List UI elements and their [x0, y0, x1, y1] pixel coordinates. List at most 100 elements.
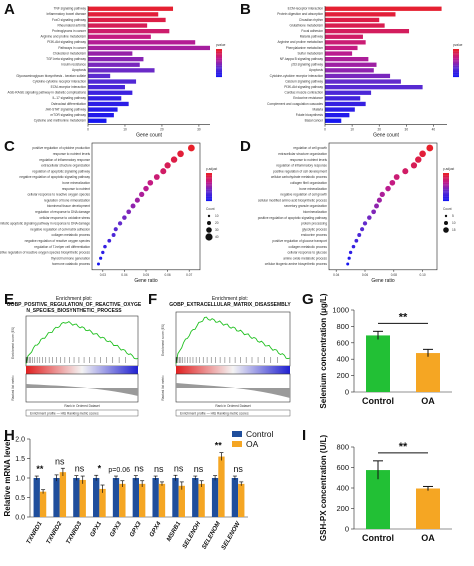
- go-c-legend-swatch: [206, 175, 212, 178]
- go-d-legend-swatch: [443, 175, 449, 178]
- kegg-a-bar: [88, 107, 118, 112]
- h-bar-control: [93, 478, 100, 517]
- h-legend-label-control: Control: [246, 429, 274, 439]
- kegg-a-bar: [88, 45, 210, 51]
- go-c-term-label: bone mineralization: [62, 181, 90, 185]
- go-c-x-tick-label: 0.07: [186, 273, 192, 277]
- go-c-term-label: negative regulation of apoptotic signali…: [19, 175, 90, 179]
- panel-letter-b: B: [240, 1, 251, 18]
- go-d-dot: [351, 244, 356, 249]
- kegg-b-legend-swatch: [453, 57, 459, 59]
- go-d-x-tick-label: 0.10: [419, 273, 425, 277]
- go-c-dot: [96, 262, 100, 266]
- go-d-legend-swatch: [443, 194, 449, 196]
- go-c-legend-swatch: [206, 198, 212, 200]
- kegg-b-x-label: Gene count: [373, 133, 399, 139]
- go-d-dot: [346, 262, 350, 266]
- go-d-legend-swatch: [443, 182, 449, 185]
- go-c-legend-swatch: [206, 195, 212, 197]
- go-c-dot: [126, 209, 132, 215]
- h-significance-label: **: [215, 441, 223, 451]
- kegg-a-legend-swatch: [216, 54, 222, 57]
- h-significance-label: **: [36, 464, 44, 474]
- go-c-dot: [143, 185, 149, 192]
- go-c-dot: [160, 168, 167, 175]
- h-significance-label: ns: [174, 463, 184, 473]
- kegg-a-legend-swatch: [216, 71, 222, 73]
- gsea-f-legend: Enrichment profile — Hits Ranking metric…: [180, 412, 249, 416]
- go-d-term-label: negative regulation of cell growth: [280, 193, 327, 197]
- kegg-b-term-label: Calcium signaling pathway: [285, 79, 323, 83]
- kegg-b-bar: [325, 118, 342, 123]
- go-c-legend-size-label: 20: [215, 221, 219, 225]
- gsea-e-xlabel: Rank in Ordered Dataset: [64, 404, 99, 408]
- go-c-dot: [111, 233, 116, 237]
- h-bar-control: [112, 478, 120, 517]
- kegg-a-legend-swatch: [216, 63, 222, 65]
- kegg-b-term-label: NF-kappa B signaling pathway: [280, 57, 324, 61]
- kegg-b-term-label: Protein digestion and absorption: [277, 12, 323, 16]
- go-d-dot: [357, 233, 362, 237]
- go-d-legend-swatch: [443, 189, 449, 192]
- kegg-a-legend-swatch: [216, 64, 222, 66]
- go-c-legend-swatch: [206, 180, 212, 182]
- i-category-label: OA: [421, 533, 435, 543]
- kegg-a-legend-swatch: [216, 58, 222, 61]
- h-significance-label: ns: [75, 464, 85, 474]
- go-c-legend-swatch: [206, 185, 212, 188]
- go-d-term-label: positive regulation of glucose transport: [272, 239, 327, 243]
- kegg-b-bar: [325, 85, 423, 90]
- kegg-b-bar: [325, 73, 391, 79]
- h-significance-label: *: [98, 463, 102, 473]
- kegg-b-legend-swatch: [453, 70, 459, 72]
- h-category-label: GPX1: [89, 520, 104, 538]
- kegg-a-legend-swatch: [216, 72, 222, 75]
- go-c-legend-swatch: [206, 173, 212, 175]
- go-c-dot: [170, 156, 178, 163]
- go-d-dot: [360, 227, 365, 232]
- go-c-term-label: hormone catabolic process: [52, 262, 90, 266]
- gsea-f-title-1: Enrichment plot:: [212, 296, 248, 302]
- kegg-b-legend-swatch: [453, 51, 459, 54]
- h-significance-label: ns: [194, 464, 204, 474]
- kegg-b-bar: [325, 23, 385, 28]
- h-bar-oa: [59, 472, 67, 517]
- g-y-tick-label: 0: [345, 388, 349, 397]
- go-c-dot: [130, 203, 136, 209]
- kegg-a-term-label: FoxO signaling pathway: [52, 18, 86, 22]
- kegg-b-term-label: Folate biosynthesis: [296, 113, 324, 117]
- g-bar-oa: [416, 353, 440, 392]
- go-d-legend-swatch: [443, 178, 449, 181]
- kegg-a-bar: [88, 40, 196, 45]
- kegg-a-term-label: Rheumatoid arthritis: [57, 23, 86, 27]
- go-c-dot: [99, 256, 103, 260]
- panel-letter-a: A: [4, 1, 15, 18]
- h-legend-swatch-control: [232, 431, 242, 437]
- i-significance-label: **: [399, 441, 408, 453]
- go-c-term-label: cellular response to reactive oxygen spe…: [27, 193, 90, 197]
- i-bar-oa: [416, 488, 440, 529]
- kegg-b-term-label: Glutathione metabolism: [290, 23, 324, 27]
- kegg-a-term-label: Insulin resistance: [61, 63, 86, 67]
- kegg-a-x-label: Gene count: [136, 133, 162, 139]
- kegg-b-bar: [325, 90, 372, 95]
- kegg-a-term-label: Proteoglycans in cancer: [52, 29, 87, 33]
- go-c-term-label: negative regulation of cell-matrix adhes…: [30, 227, 90, 231]
- h-category-label: SELENOM: [201, 520, 223, 551]
- kegg-a-bar: [88, 68, 155, 73]
- gsea-f-ylabel-bottom: Ranked list metric: [161, 375, 165, 401]
- go-d-x-tick-label: 0.04: [333, 273, 339, 277]
- h-bar-control: [172, 478, 179, 517]
- kegg-b-term-label: Malaria pathway: [300, 35, 324, 39]
- kegg-a-legend-swatch: [216, 65, 222, 68]
- go-c-legend-swatch: [206, 192, 212, 195]
- go-d-legend-size-dot: [444, 214, 448, 218]
- kegg-a-legend-swatch: [216, 56, 222, 58]
- go-d-dot: [374, 203, 379, 209]
- go-d-legend-swatch: [443, 196, 449, 199]
- i-bar-control: [366, 470, 390, 529]
- h-category-label: TXNRD2: [45, 520, 64, 545]
- kegg-a-legend-swatch: [216, 57, 222, 59]
- kegg-b-bar: [325, 17, 380, 23]
